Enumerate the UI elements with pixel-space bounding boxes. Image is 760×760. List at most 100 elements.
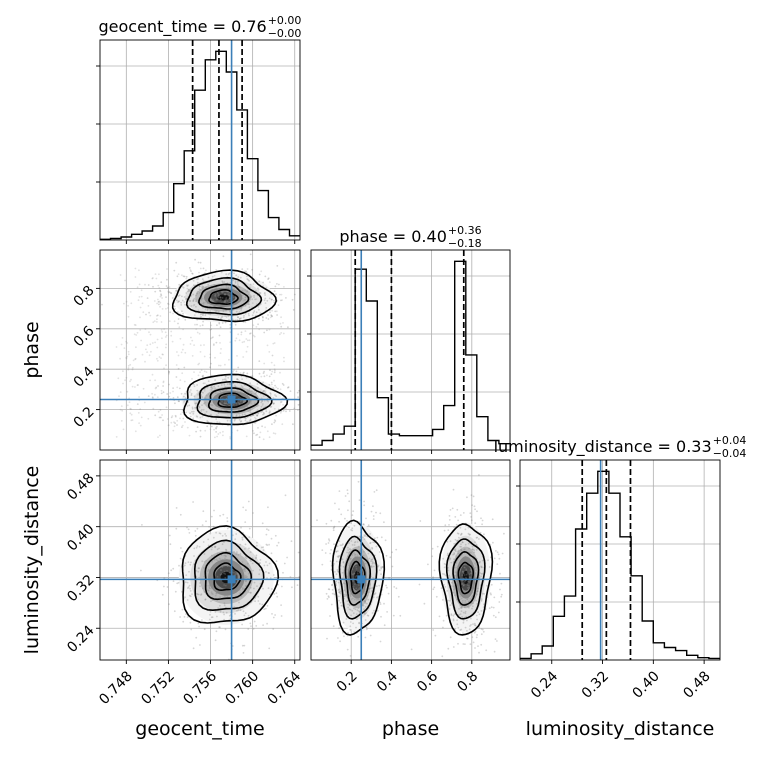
- sample-point: [206, 420, 209, 422]
- sample-point: [335, 573, 338, 576]
- x-tick-label: 0.764: [265, 668, 305, 708]
- sample-point: [220, 271, 223, 274]
- sample-point: [332, 529, 335, 532]
- sample-point: [357, 610, 360, 612]
- sample-point: [477, 587, 479, 590]
- sample-point: [279, 293, 281, 296]
- sample-point: [464, 528, 467, 531]
- sample-point: [459, 593, 461, 596]
- sample-point: [342, 631, 344, 634]
- sample-point: [342, 565, 345, 568]
- sample-point: [227, 273, 230, 276]
- sample-point: [188, 290, 190, 293]
- sample-point: [214, 305, 217, 308]
- sample-point: [208, 571, 211, 573]
- sample-point: [362, 554, 365, 557]
- sample-point: [264, 292, 266, 294]
- sample-point: [256, 585, 258, 587]
- sample-point: [185, 298, 187, 300]
- sample-point: [240, 406, 243, 409]
- sample-point: [121, 337, 124, 339]
- sample-point: [399, 614, 402, 617]
- sample-point: [204, 412, 206, 415]
- sample-point: [378, 584, 381, 587]
- sample-point: [159, 289, 161, 292]
- sample-point: [179, 417, 181, 420]
- sample-point: [248, 303, 251, 305]
- sample-point: [472, 623, 474, 625]
- sample-point: [357, 545, 360, 548]
- sample-point: [447, 599, 449, 602]
- sample-point: [224, 400, 226, 402]
- sample-point: [273, 379, 275, 382]
- sample-point: [498, 601, 501, 603]
- sample-point: [192, 284, 195, 287]
- sample-point: [348, 574, 350, 576]
- sample-point: [208, 584, 211, 587]
- sample-point: [475, 563, 478, 566]
- sample-point: [452, 618, 455, 621]
- sample-point: [304, 401, 306, 403]
- sample-point: [375, 545, 378, 548]
- sample-point: [348, 566, 351, 569]
- sample-point: [321, 563, 324, 566]
- sample-point: [239, 420, 242, 423]
- sample-point: [181, 424, 184, 427]
- quantile-lines-layer: [191, 40, 632, 660]
- sample-point: [234, 390, 237, 393]
- sample-point: [462, 571, 465, 573]
- sample-point: [219, 296, 222, 299]
- sample-point: [195, 300, 197, 303]
- contour-line: [171, 269, 278, 323]
- sample-point: [144, 360, 146, 363]
- sample-point: [212, 298, 215, 301]
- sample-point: [457, 532, 460, 535]
- sample-point: [202, 382, 205, 385]
- sample-point: [228, 272, 231, 275]
- sample-point: [189, 289, 192, 292]
- sample-point: [226, 419, 229, 422]
- sample-point: [443, 563, 446, 565]
- sample-point: [352, 573, 354, 576]
- sample-point: [253, 402, 256, 405]
- sample-point: [249, 283, 252, 286]
- sample-point: [193, 314, 196, 317]
- sample-point: [274, 310, 277, 313]
- sample-point: [269, 577, 272, 579]
- sample-point: [199, 416, 202, 419]
- sample-point: [215, 565, 218, 567]
- sample-point: [329, 560, 332, 562]
- panel-title-geocent_time: geocent_time = 0.76 +0.00−0.00: [99, 14, 302, 40]
- sample-point: [189, 415, 192, 418]
- sample-point: [339, 601, 342, 604]
- sample-point: [222, 611, 225, 614]
- sample-point: [475, 599, 477, 602]
- sample-point: [238, 586, 241, 589]
- x-axis-label-geocent_time: geocent_time: [135, 718, 264, 740]
- sample-point: [475, 636, 478, 639]
- sample-point: [178, 564, 180, 567]
- sample-point: [454, 594, 456, 597]
- sample-point: [168, 534, 171, 537]
- sample-point: [460, 545, 463, 548]
- sample-point: [372, 515, 375, 517]
- sample-point: [492, 606, 495, 609]
- sample-point: [214, 395, 217, 398]
- sample-point: [207, 544, 210, 547]
- sample-point: [453, 613, 456, 616]
- sample-point: [199, 289, 202, 291]
- sample-point: [213, 289, 216, 291]
- sample-point: [175, 261, 178, 264]
- sample-point: [202, 510, 205, 513]
- sample-point: [418, 583, 421, 586]
- sample-point: [235, 572, 237, 575]
- sample-point: [214, 594, 217, 597]
- sample-point: [269, 395, 272, 397]
- sample-point: [253, 296, 256, 299]
- sample-point: [442, 626, 444, 629]
- sample-point: [232, 390, 234, 392]
- sample-point: [237, 316, 239, 318]
- sample-point: [454, 538, 457, 541]
- sample-point: [470, 617, 472, 620]
- sample-point: [264, 607, 267, 610]
